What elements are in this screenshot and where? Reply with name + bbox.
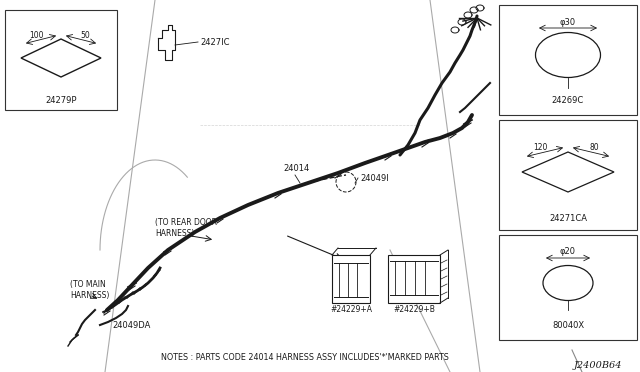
Bar [5,10,117,110]
Text: 24269C: 24269C [552,96,584,105]
Bar [332,255,370,303]
Text: 24014: 24014 [283,164,309,173]
Text: 24049I: 24049I [360,173,388,183]
Text: 24271CA: 24271CA [549,214,587,222]
Text: 50: 50 [80,31,90,39]
Bar [499,235,637,340]
Text: 80: 80 [589,142,599,151]
Text: #24229+A: #24229+A [330,305,372,314]
Text: φ20: φ20 [560,247,576,257]
Bar [388,255,440,303]
Bar [499,120,637,230]
Text: 120: 120 [533,142,547,151]
Text: NOTES : PARTS CODE 24014 HARNESS ASSY INCLUDES'*'MARKED PARTS: NOTES : PARTS CODE 24014 HARNESS ASSY IN… [161,353,449,362]
Bar [499,5,637,115]
Text: φ30: φ30 [560,17,576,26]
Text: J2400B64: J2400B64 [573,360,622,369]
Text: 24279P: 24279P [45,96,77,105]
Text: #24229+B: #24229+B [393,305,435,314]
Text: (TO REAR DOOR
HARNESS): (TO REAR DOOR HARNESS) [155,218,217,238]
Text: 100: 100 [29,31,44,39]
Text: 2427IC: 2427IC [200,38,230,46]
Text: 80040X: 80040X [552,321,584,330]
Text: (TO MAIN
HARNESS): (TO MAIN HARNESS) [70,280,109,300]
Text: 24049DA: 24049DA [112,321,150,330]
